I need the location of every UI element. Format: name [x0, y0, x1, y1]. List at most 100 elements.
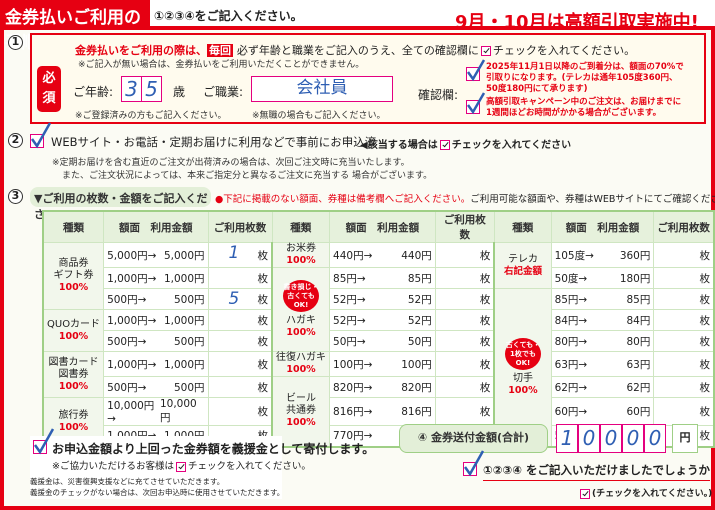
- face-value: 1,000円→ 1,000円: [103, 267, 209, 289]
- usage-amount: 100円: [401, 358, 432, 371]
- count-field[interactable]: 枚: [434, 351, 495, 377]
- total-digit[interactable]: 0: [578, 424, 600, 453]
- age-digit-2[interactable]: 5: [141, 76, 162, 102]
- every-time-badge: 毎回: [207, 44, 233, 57]
- age-label: ご年齢:: [73, 85, 114, 99]
- face-value: 105度→ 360円: [550, 242, 655, 268]
- face-value: 820円→ 820円: [329, 376, 436, 398]
- count-field[interactable]: 枚: [207, 330, 273, 352]
- step-2-number: 2: [8, 133, 23, 148]
- face-amount: 500円→: [107, 335, 147, 348]
- face-amount: 500円→: [107, 293, 147, 306]
- count-field[interactable]: 枚: [434, 309, 495, 331]
- table-row: 1,000円→ 1,000円枚書き損じ・古くてもOK! ハガキ 100% 85円→ 85円…: [43, 267, 715, 352]
- check-icon: [580, 488, 590, 499]
- usage-amount: 440円: [401, 249, 432, 262]
- total-digit[interactable]: 0: [644, 424, 666, 453]
- face-amount: 5,000円→: [107, 249, 157, 262]
- face-value: 1,000円→ 1,000円: [103, 351, 209, 377]
- type-rate: 100%: [286, 364, 316, 375]
- checkmark-icon: [463, 450, 485, 477]
- step-1-intro: 金券払いをご利用の際は、 毎回 必ず年齢と職業をご記入のうえ、全ての確認欄に チェッ…: [75, 42, 635, 58]
- count-field[interactable]: 枚: [434, 397, 495, 426]
- step-3-heading: ▼ご利用の枚数・金額をご記入ください: [30, 187, 211, 221]
- count-field[interactable]: 枚: [653, 330, 715, 352]
- pre-ordered-label: WEBサイト・お電話・定期お届けに利用などで事前にお申込済: [51, 135, 377, 149]
- instruction: ①②③④をご記入ください。: [154, 9, 303, 23]
- donation-checkbox[interactable]: [33, 428, 55, 455]
- table-row: 旅行券 100% 10,000円→ 10,000円枚 816円→ 816円枚 60円→ 60円…: [42, 397, 715, 447]
- face-amount: 63円→: [554, 358, 588, 371]
- job-field[interactable]: 会社員: [251, 76, 393, 102]
- checkmark-icon: [466, 59, 486, 82]
- count-field[interactable]: 枚: [434, 330, 495, 352]
- voucher-type: QUOカード 100%: [42, 309, 105, 352]
- face-value: 440円→ 440円: [329, 242, 436, 268]
- type-rate: 100%: [508, 384, 538, 396]
- count-field[interactable]: 枚: [207, 351, 273, 377]
- face-value: 85円→ 85円: [550, 288, 655, 310]
- count-field[interactable]: 枚: [434, 288, 495, 310]
- count-field[interactable]: 枚: [653, 288, 715, 310]
- count-field[interactable]: 枚: [207, 267, 273, 289]
- count-field[interactable]: 枚: [434, 242, 495, 268]
- table-row: 500円→ 500円 枚 50円→ 50円 枚 80円→ 80円 枚: [43, 330, 715, 352]
- confirm-2-line: 1週間ほどお時間がかかる場合がございます。: [486, 108, 662, 118]
- table-row: QUOカード 100% 1,000円→ 1,000円枚 52円→ 52円枚 84円→ 84円枚: [42, 309, 715, 352]
- face-amount: 80円→: [554, 335, 588, 348]
- face-amount: 100円→: [333, 358, 373, 371]
- face-value: 500円→ 500円: [103, 288, 209, 310]
- count-unit: 枚: [479, 293, 491, 306]
- confirm-1-checkbox[interactable]: [466, 59, 486, 82]
- final-hint: (チェックを入れてください。): [578, 486, 712, 499]
- type-rate: 100%: [286, 417, 316, 429]
- donation-box: [30, 436, 282, 499]
- count-field[interactable]: 枚: [653, 267, 715, 289]
- column-header: 種類: [271, 210, 331, 243]
- count-field[interactable]: 枚: [207, 397, 273, 426]
- type-name: ハガキ: [286, 315, 317, 326]
- count-field[interactable]: 枚: [434, 376, 495, 398]
- checkmark-icon: [30, 122, 52, 149]
- page-title: 金券払いご利用の手順: [0, 0, 150, 53]
- count-field[interactable]: 枚: [653, 397, 715, 426]
- column-header: ご利用枚数: [434, 210, 495, 243]
- column-header: ご利用枚数: [207, 210, 273, 243]
- face-amount: 440円→: [333, 249, 373, 262]
- step-1-number: 1: [8, 35, 23, 50]
- usage-amount: 52円: [407, 293, 432, 306]
- face-value: 62円→ 62円: [550, 376, 655, 398]
- note-black: ご利用可能な額面や、券種はWEBサイトにてご確認ください。: [470, 194, 715, 205]
- count-field[interactable]: 枚: [653, 309, 715, 331]
- usage-amount: 500円: [173, 381, 205, 394]
- count-field[interactable]: 枚: [653, 242, 715, 268]
- count-field[interactable]: 枚: [207, 309, 273, 331]
- column-header: 種類: [42, 210, 105, 243]
- confirm-2-checkbox[interactable]: [466, 92, 486, 115]
- count-unit: 枚: [479, 272, 491, 285]
- count-unit: 枚: [699, 381, 711, 394]
- total-digit[interactable]: 1: [556, 424, 578, 453]
- count-field[interactable]: 枚: [653, 351, 715, 377]
- total-digit[interactable]: 0: [622, 424, 644, 453]
- count-field[interactable]: 枚: [207, 376, 273, 398]
- pre-ordered-checkbox[interactable]: [30, 122, 52, 149]
- age-digit-1[interactable]: 3: [121, 76, 142, 102]
- face-value: 500円→ 500円: [103, 376, 209, 398]
- intro-text: 必ず年齢と職業をご記入のうえ、全ての確認欄に: [236, 44, 479, 57]
- hint-text: チェックを入れてください: [451, 140, 572, 151]
- count-value: 1: [228, 243, 240, 263]
- type-name: 旅行券: [58, 409, 89, 421]
- total-digit[interactable]: 0: [600, 424, 622, 453]
- count-field[interactable]: 枚: [434, 267, 495, 289]
- count-field[interactable]: 枚: [653, 376, 715, 398]
- checkmark-icon: [33, 428, 55, 455]
- type-name: 切手: [512, 372, 533, 384]
- usage-amount: 500円: [173, 293, 205, 306]
- final-checkbox[interactable]: [463, 450, 485, 477]
- count-unit: 枚: [479, 335, 491, 348]
- usage-amount: 1,000円: [163, 358, 205, 371]
- usage-amount: 50円: [407, 335, 432, 348]
